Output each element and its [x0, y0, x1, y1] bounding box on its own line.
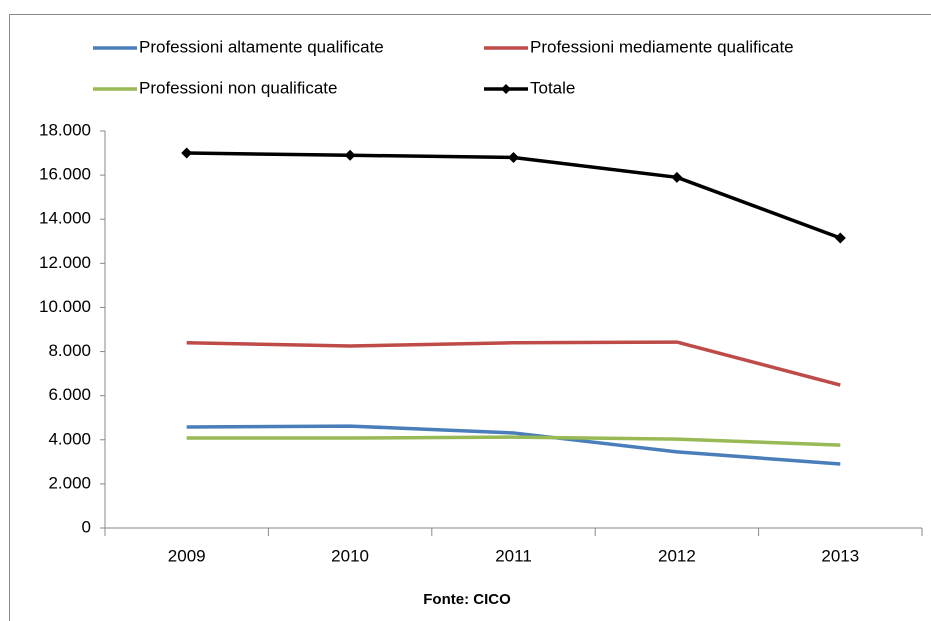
series-line	[186, 340, 841, 387]
source-note: Fonte: CICO	[423, 591, 511, 608]
x-tick-label: 2012	[658, 546, 696, 565]
y-tick-label: 18.000	[39, 120, 91, 139]
legend-label: Professioni altamente qualificate	[139, 37, 384, 56]
data-point	[344, 149, 356, 161]
legend-marker	[501, 84, 511, 94]
legend-label: Professioni mediamente qualificate	[530, 37, 794, 56]
series-line	[186, 151, 841, 240]
legend-label: Professioni non qualificate	[139, 78, 337, 97]
y-tick-label: 4.000	[48, 429, 91, 448]
data-point	[508, 151, 519, 163]
x-tick-label: 2013	[821, 546, 859, 565]
y-tick-label: 8.000	[48, 341, 91, 360]
y-tick-label: 10.000	[39, 297, 91, 316]
series-line	[186, 435, 841, 447]
y-tick-label: 2.000	[48, 473, 91, 492]
series-line	[186, 424, 841, 466]
y-tick-label: 12.000	[39, 253, 91, 272]
y-tick-label: 0	[82, 517, 91, 536]
y-tick-label: 16.000	[39, 165, 91, 184]
legend-label: Totale	[530, 78, 575, 97]
x-tick-label: 2010	[331, 546, 369, 565]
x-tick-label: 2011	[495, 546, 532, 565]
data-point	[834, 232, 846, 244]
chart-border	[9, 14, 931, 621]
data-point	[181, 147, 193, 159]
y-tick-label: 14.000	[39, 209, 91, 228]
y-tick-label: 6.000	[48, 385, 91, 404]
x-tick-label: 2009	[168, 546, 206, 565]
data-point	[671, 171, 683, 183]
